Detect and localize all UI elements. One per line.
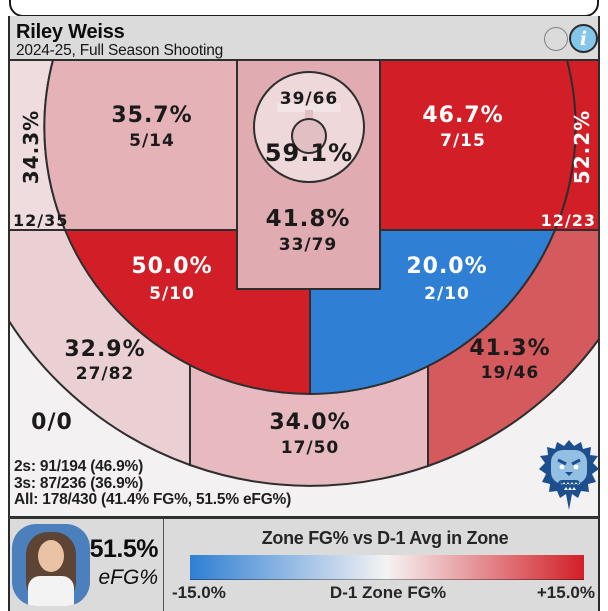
player-photo xyxy=(12,524,90,606)
label-right-wing-3-pct: 41.3% xyxy=(469,336,550,361)
footer-divider-line xyxy=(8,517,600,519)
legend-min-label: -15.0% xyxy=(172,583,226,602)
efg-block: 51.5% eFG% xyxy=(88,535,159,590)
toggle-circle-button[interactable] xyxy=(544,27,568,51)
season-subtitle: 2024-25, Full Season Shooting xyxy=(16,42,224,59)
label-deep-count: 0/0 xyxy=(31,410,73,435)
label-rim-pct: 59.1% xyxy=(265,139,353,167)
label-right-corner-3-count: 12/23 xyxy=(541,211,596,230)
totals-2s: 2s: 91/194 (46.9%) xyxy=(14,458,144,475)
label-top-key-3-count: 17/50 xyxy=(281,438,340,458)
zone-right-elbow-mid xyxy=(309,229,557,396)
label-right-wing-3-count: 19/46 xyxy=(481,363,540,383)
season-totals: 2s: 91/194 (46.9%) 3s: 87/236 (36.9%) Al… xyxy=(14,458,292,509)
label-paint-count: 33/79 xyxy=(279,235,338,255)
columbia-lions-logo xyxy=(539,440,599,510)
label-right-corner-3-pct: 52.2% xyxy=(570,110,594,184)
zone-left-baseline-mid xyxy=(43,59,238,231)
player-name: Riley Weiss xyxy=(16,21,125,43)
label-left-baseline-mid-count: 5/14 xyxy=(129,131,175,151)
hoop-icon xyxy=(277,103,341,154)
shot-chart-svg: 34.3% 12/35 35.7% 5/14 39/66 59.1% 41.8%… xyxy=(8,59,600,518)
label-right-baseline-mid-count: 7/15 xyxy=(440,131,486,151)
label-right-baseline-mid-pct: 46.7% xyxy=(422,103,503,128)
totals-all: All: 178/430 (41.4% FG%, 51.5% eFG%) xyxy=(14,491,292,508)
label-left-elbow-pct: 50.0% xyxy=(131,254,212,279)
legend-mid-label: D-1 Zone FG% xyxy=(329,583,447,602)
label-top-key-3-pct: 34.0% xyxy=(269,410,350,435)
label-left-elbow-count: 5/10 xyxy=(149,284,195,304)
legend-title: Zone FG% vs D-1 Avg in Zone xyxy=(261,528,509,548)
player-photo-jersey xyxy=(28,576,74,606)
zone-right-corner-3 xyxy=(553,59,600,231)
label-left-wing-3-count: 27/82 xyxy=(76,364,135,384)
legend-gradient-bar xyxy=(190,555,584,580)
label-left-corner-3-count: 12/35 xyxy=(13,211,68,230)
label-right-elbow-count: 2/10 xyxy=(424,284,470,304)
season-selector-cutoff-panel[interactable] xyxy=(9,0,599,17)
efg-label: eFG% xyxy=(98,566,158,589)
totals-3s: 3s: 87/236 (36.9%) xyxy=(14,474,144,492)
efg-value: 51.5% xyxy=(89,535,159,563)
info-icon[interactable]: i xyxy=(569,24,598,53)
label-right-elbow-pct: 20.0% xyxy=(406,254,487,279)
label-left-wing-3-pct: 32.9% xyxy=(64,337,145,362)
label-rim-count: 39/66 xyxy=(280,89,339,109)
footer-vertical-divider xyxy=(163,519,164,611)
label-left-corner-3-pct: 34.3% xyxy=(19,110,43,184)
label-left-baseline-mid-pct: 35.7% xyxy=(111,103,192,128)
label-paint-pct: 41.8% xyxy=(266,206,351,232)
player-photo-face xyxy=(38,540,64,572)
legend-max-label: +15.0% xyxy=(536,583,595,602)
